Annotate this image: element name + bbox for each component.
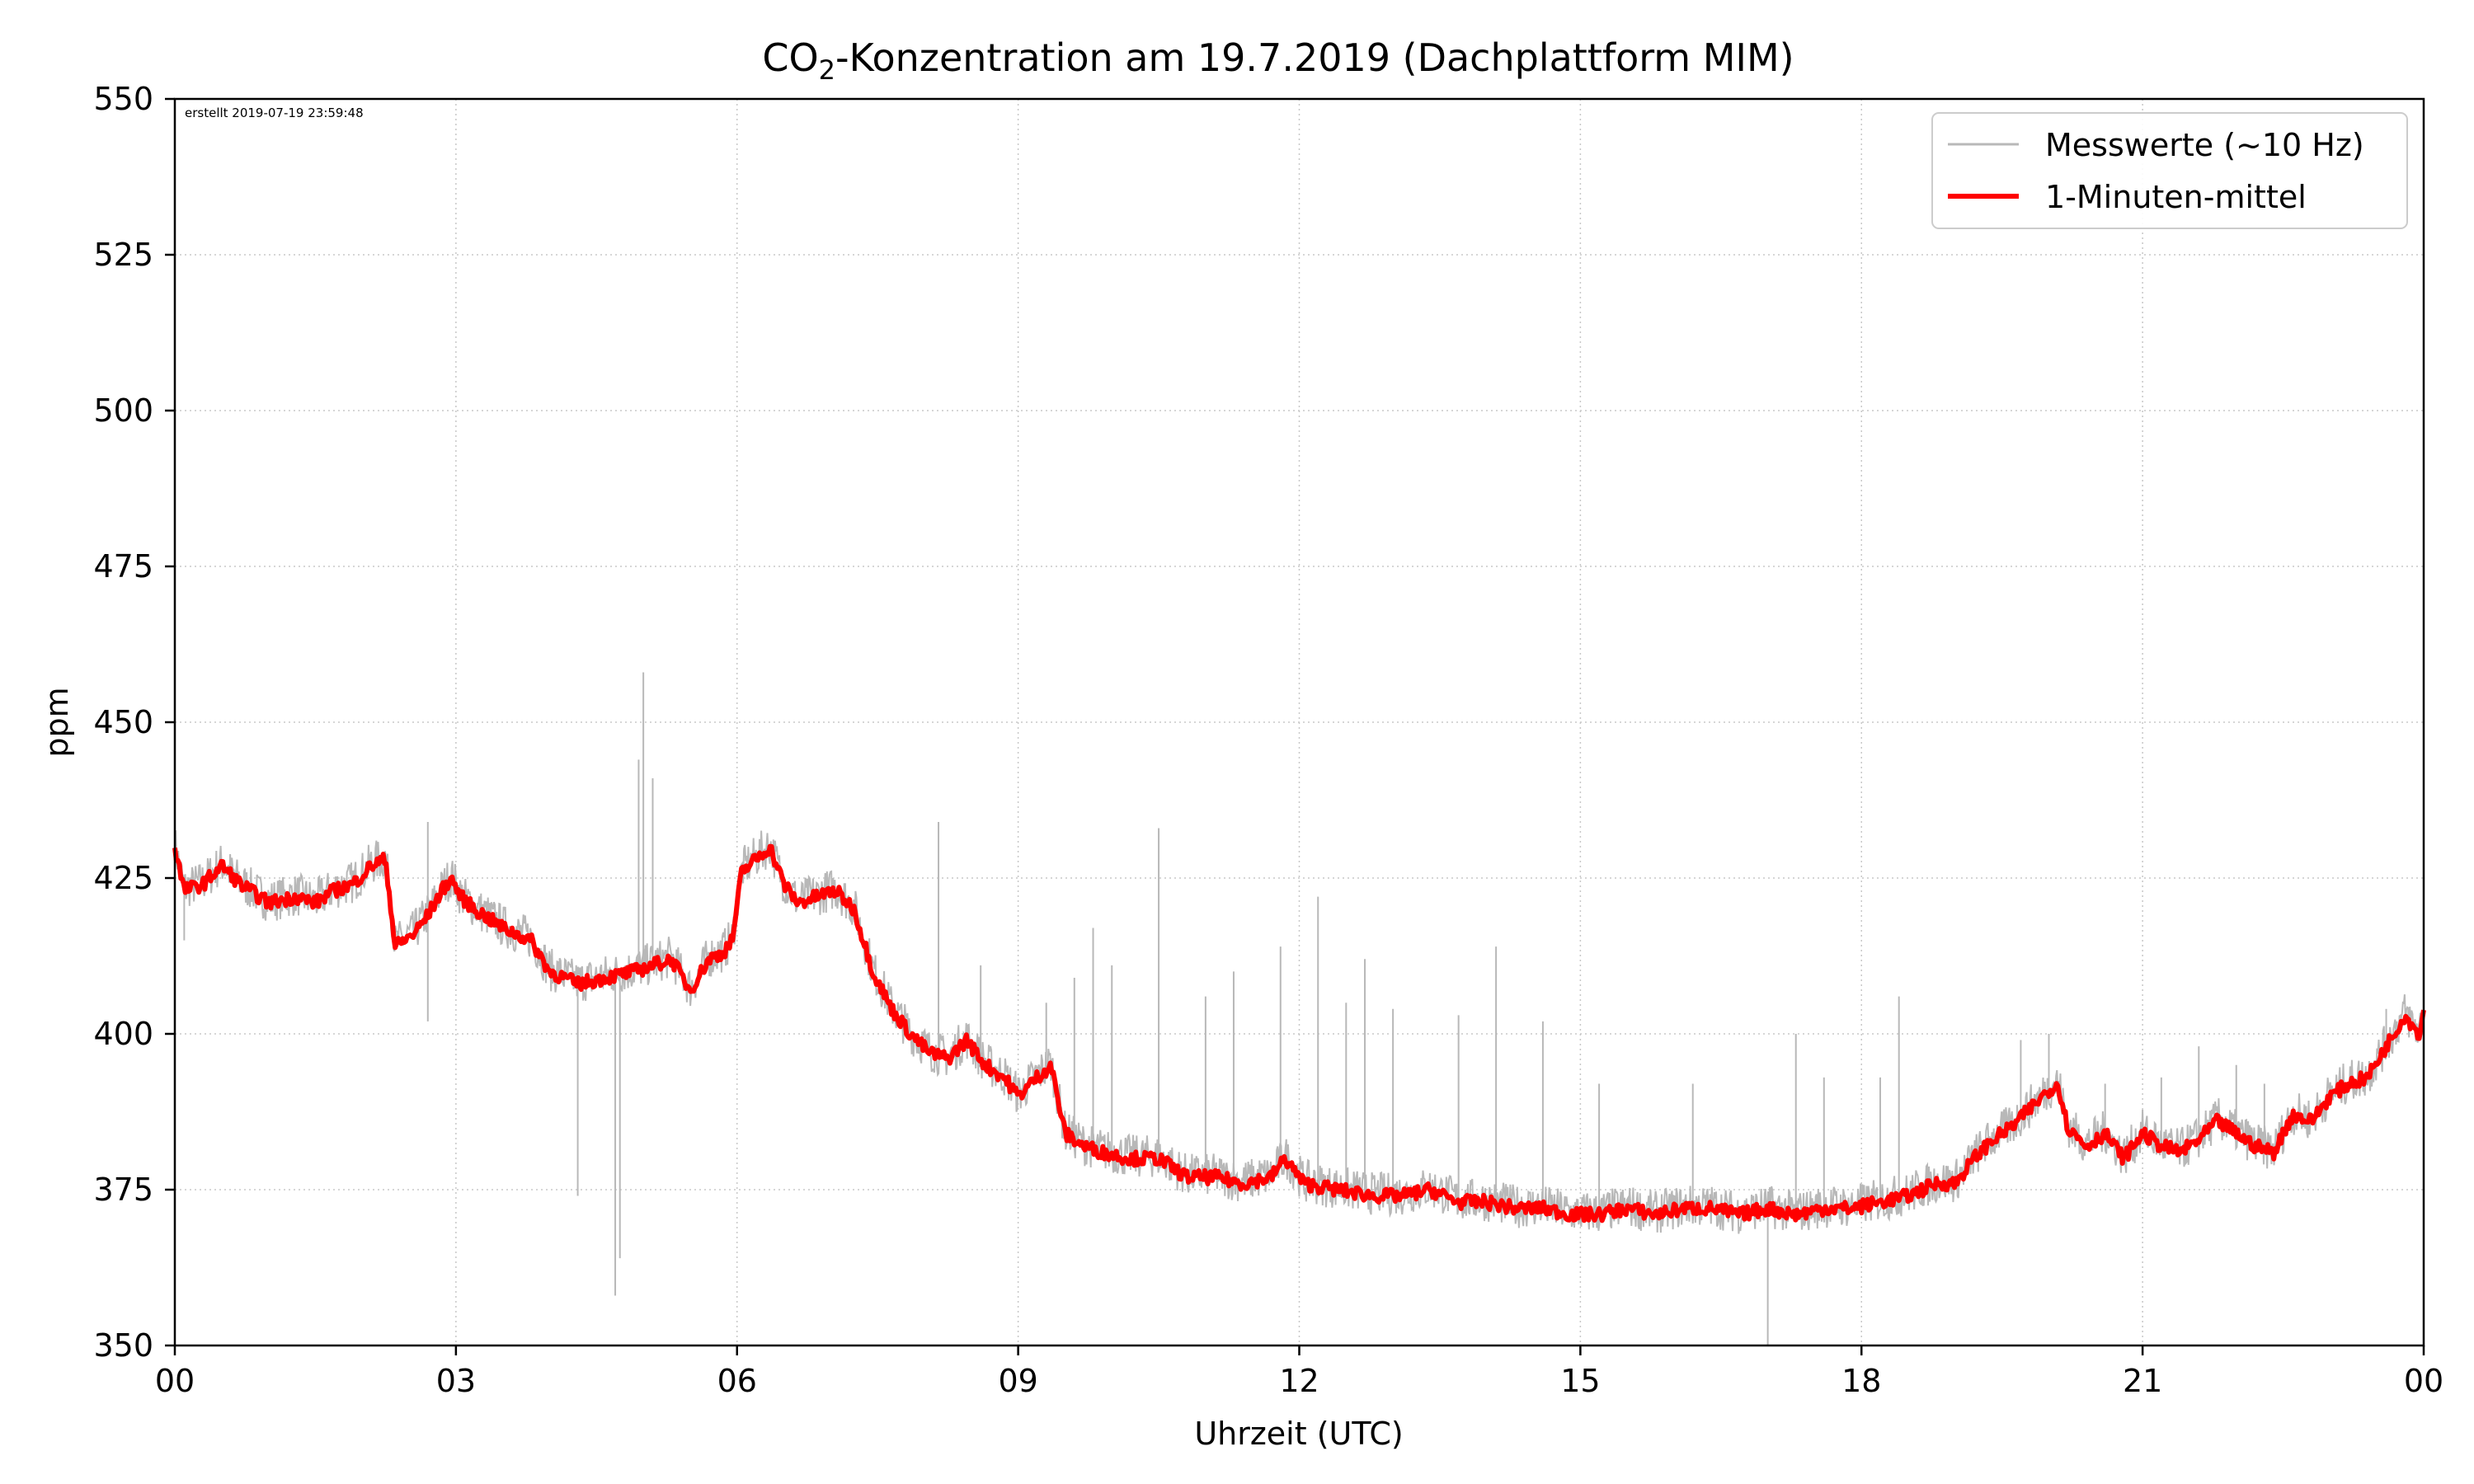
y-tick-label: 550 [93,81,153,117]
x-axis-label: Uhrzeit (UTC) [1194,1416,1403,1452]
x-tick-label: 06 [717,1363,757,1399]
title-main: CO [762,35,818,80]
y-tick-label: 375 [93,1172,153,1208]
y-axis-label: ppm [39,687,75,757]
title-subscript: 2 [819,54,835,86]
mean-series-line [172,843,2426,1223]
chart-title: CO2-Konzentration am 19.7.2019 (Dachplat… [762,35,1794,86]
legend: Messwerte (~10 Hz) 1-Minuten-mittel [1931,112,2408,229]
x-tick-label: 12 [1279,1363,1319,1399]
timestamp-note: erstellt 2019-07-19 23:59:48 [185,106,364,120]
title-rest: -Konzentration am 19.7.2019 (Dachplattfo… [835,35,1794,80]
x-tick-label: 15 [1560,1363,1600,1399]
mean-series-layer [172,843,2426,1223]
legend-box [1931,112,2408,229]
y-tick-label: 450 [93,704,153,740]
raw-series-band [174,830,2425,1234]
legend-mean-label: 1-Minuten-mittel [2045,179,2307,215]
x-tick-label: 18 [1841,1363,1881,1399]
y-tick-label: 475 [93,548,153,585]
x-axis: 00 03 06 09 12 15 18 21 00 [155,1345,2443,1399]
y-tick-label: 425 [93,860,153,896]
legend-raw-label: Messwerte (~10 Hz) [2045,127,2364,163]
x-tick-label: 03 [436,1363,476,1399]
y-tick-label: 525 [93,237,153,273]
x-tick-label: 09 [998,1363,1037,1399]
y-tick-label: 350 [93,1327,153,1364]
x-tick-label: 00 [155,1363,195,1399]
raw-series-layer [174,672,2425,1345]
y-tick-label: 500 [93,392,153,429]
x-tick-label: 00 [2404,1363,2443,1399]
y-tick-label: 400 [93,1016,153,1052]
x-tick-label: 21 [2123,1363,2162,1399]
y-axis: 350 375 400 425 450 475 500 525 550 [93,81,175,1364]
